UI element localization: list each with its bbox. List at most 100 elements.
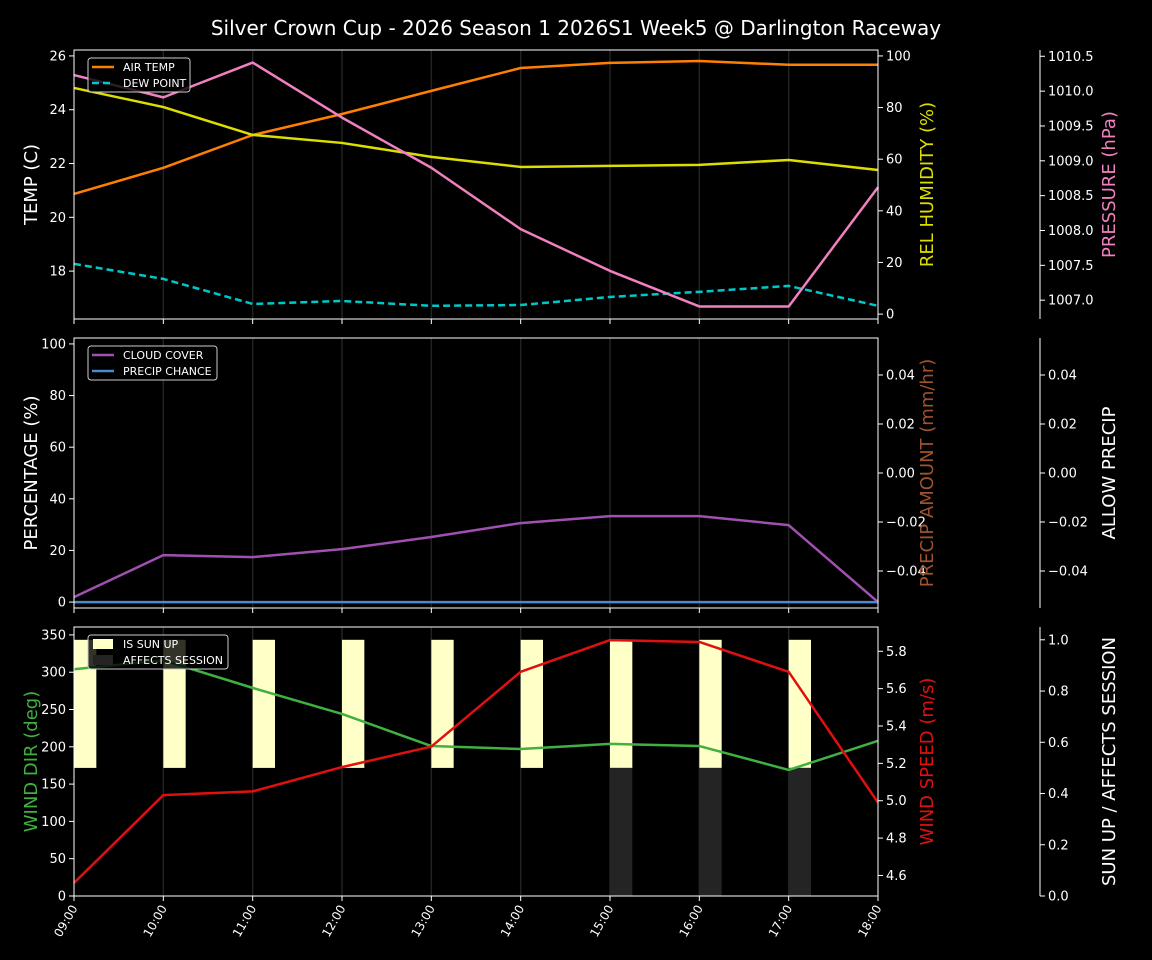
panel-1: 18 20 22 24 26 TEMP (C) 0 20 40 60 80 100 REL HUMIDI… xyxy=(21,49,1120,324)
series-3-line xyxy=(73,86,879,172)
far_right-tick-label: 1010.5 xyxy=(1048,50,1094,65)
is-sun-up-bar xyxy=(610,639,633,768)
right-tick-label: −0.02 xyxy=(886,516,926,531)
far_right-tick-label: 0.2 xyxy=(1048,838,1069,853)
is-sun-up-bar xyxy=(163,639,186,768)
right-tick-label: 5.2 xyxy=(886,757,907,772)
far_right-tick-label: 1009.5 xyxy=(1048,119,1094,134)
x-tick-label: 17:00 xyxy=(766,903,795,940)
legend-label: CLOUD COVER xyxy=(123,349,204,362)
right-tick-label: 4.6 xyxy=(886,869,907,884)
left-axis-label: PERCENTAGE (%) xyxy=(21,395,42,550)
right-tick-label: 0.02 xyxy=(886,417,915,432)
x-tick-label: 14:00 xyxy=(498,903,527,940)
right-tick-label: 20 xyxy=(886,256,903,271)
far_right-tick-label: 0.4 xyxy=(1048,787,1069,802)
left-tick-label: 300 xyxy=(41,666,66,681)
legend: IS SUN UP AFFECTS SESSION xyxy=(87,634,229,670)
left-tick-label: 150 xyxy=(41,778,66,793)
left-tick-label: 0 xyxy=(58,596,66,611)
right-tick-label: −0.04 xyxy=(886,565,926,580)
is-sun-up-bar xyxy=(788,639,811,768)
left-axis-label: WIND DIR (deg) xyxy=(21,691,42,833)
plot-frame xyxy=(73,49,879,320)
far_right-tick-label: 0.8 xyxy=(1048,685,1069,700)
legend-swatch xyxy=(93,639,113,649)
left-tick-label: 18 xyxy=(49,265,66,280)
left-tick-label: 24 xyxy=(49,103,66,118)
left-tick-label: 60 xyxy=(49,441,66,456)
x-tick-label: 10:00 xyxy=(141,903,170,940)
legend-label: IS SUN UP xyxy=(123,638,179,651)
is-sun-up-bar xyxy=(699,639,722,768)
right-axis-label: WIND SPEED (m/s) xyxy=(917,678,938,846)
legend-swatch xyxy=(93,655,113,665)
affects-session-bar xyxy=(699,767,722,896)
legend-label: PRECIP CHANCE xyxy=(123,365,212,378)
far_right-tick-label: 1008.5 xyxy=(1048,189,1094,204)
right-tick-label: 4.8 xyxy=(886,832,907,847)
left-tick-label: 80 xyxy=(49,389,66,404)
legend-box xyxy=(87,634,229,670)
right-tick-label: 0.00 xyxy=(886,467,915,482)
left-tick-label: 22 xyxy=(49,157,66,172)
left-tick-label: 50 xyxy=(49,852,66,867)
affects-session-bar xyxy=(610,767,633,896)
far_right-tick-label: 1.0 xyxy=(1048,633,1069,648)
left-tick-label: 350 xyxy=(41,628,66,643)
right-tick-label: 0 xyxy=(886,308,894,323)
far_right-tick-label: 1008.0 xyxy=(1048,224,1094,239)
affects-session-bar xyxy=(788,767,811,896)
right-tick-label: 0.04 xyxy=(886,368,915,383)
series-4-line xyxy=(73,638,880,884)
is-sun-up-bar xyxy=(431,639,454,768)
far_right-axis-label: PRESSURE (hPa) xyxy=(1099,111,1120,258)
right-tick-label: 40 xyxy=(886,204,903,219)
is-sun-up-bar xyxy=(252,639,275,768)
left-tick-label: 0 xyxy=(58,890,66,905)
x-tick-label: 11:00 xyxy=(230,903,259,940)
right-axis-label: REL HUMIDITY (%) xyxy=(917,102,938,267)
far_right-tick-label: 0.00 xyxy=(1048,467,1077,482)
left-tick-label: 100 xyxy=(41,337,66,352)
left-tick-label: 250 xyxy=(41,703,66,718)
legend-label: AIR TEMP xyxy=(123,61,175,74)
x-tick-label: 09:00 xyxy=(51,903,80,940)
x-tick-label: 15:00 xyxy=(587,903,616,940)
far_right-tick-label: 1007.5 xyxy=(1048,259,1094,274)
far_right-tick-label: −0.04 xyxy=(1048,565,1088,580)
right-tick-label: 80 xyxy=(886,101,903,116)
is-sun-up-bar xyxy=(74,639,97,768)
panel-2: 0 20 40 60 80 100 PERCENTAGE (%) −0.04 −0.02 0.00… xyxy=(21,337,1120,613)
far_right-tick-label: −0.02 xyxy=(1048,516,1088,531)
left-axis-label: TEMP (C) xyxy=(21,144,42,226)
is-sun-up-bar xyxy=(342,639,365,768)
cloud-cover-line xyxy=(73,514,879,604)
left-tick-label: 20 xyxy=(49,211,66,226)
far_right-tick-label: 0.04 xyxy=(1048,368,1077,383)
series-4-line xyxy=(73,61,880,308)
far_right-tick-label: 1010.0 xyxy=(1048,85,1094,100)
legend-label: DEW POINT xyxy=(123,77,187,90)
right-tick-label: 60 xyxy=(886,153,903,168)
far_right-axis-label: SUN UP / AFFECTS SESSION xyxy=(1099,637,1120,886)
dew-point-line xyxy=(73,262,879,308)
far_right-tick-label: 0.6 xyxy=(1048,736,1069,751)
chart-title: Silver Crown Cup - 2026 Season 1 2026S1 … xyxy=(211,16,941,40)
legend: AIR TEMP DEW POINT xyxy=(87,57,191,93)
far_right-tick-label: 0.0 xyxy=(1048,890,1069,905)
left-tick-label: 100 xyxy=(41,815,66,830)
x-tick-label: 13:00 xyxy=(409,903,438,940)
left-tick-label: 40 xyxy=(49,492,66,507)
x-tick-label: 12:00 xyxy=(319,903,348,940)
series-3-line xyxy=(73,659,879,772)
plot-frame xyxy=(73,626,879,897)
is-sun-up-bar xyxy=(520,639,543,768)
x-tick-label: 16:00 xyxy=(677,903,706,940)
far_right-tick-label: 1009.0 xyxy=(1048,154,1094,169)
right-tick-label: 5.4 xyxy=(886,720,907,735)
right-tick-label: 5.0 xyxy=(886,794,907,809)
legend: CLOUD COVER PRECIP CHANCE xyxy=(87,345,218,381)
far_right-axis-label: ALLOW PRECIP xyxy=(1099,406,1120,539)
